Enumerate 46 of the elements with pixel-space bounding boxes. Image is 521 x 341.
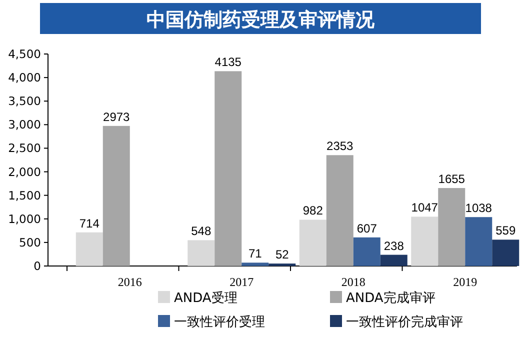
data-label: 548	[191, 224, 212, 238]
bar	[299, 220, 326, 266]
data-label: 1038	[465, 201, 492, 216]
bar	[353, 237, 380, 266]
y-tick-label: 2,500	[8, 141, 41, 156]
data-label: 52	[275, 248, 290, 262]
data-label: 2973	[103, 110, 130, 124]
y-tick-label: 3,000	[8, 118, 41, 132]
data-label: 1047	[411, 200, 438, 215]
y-tick-label: 0	[34, 259, 41, 273]
x-tick-label: 2018	[341, 275, 366, 289]
y-tick-label: 4,000	[8, 70, 41, 85]
chart-title: 中国仿制药受理及审评情况	[146, 9, 376, 31]
y-tick-label: 1,000	[8, 212, 41, 226]
bar	[242, 262, 269, 266]
y-tick-label: 2,000	[8, 164, 41, 179]
legend-label: ANDA完成审评	[346, 290, 436, 306]
y-tick-label: 1,500	[8, 188, 41, 202]
data-label: 1655	[438, 172, 466, 186]
x-tick-label: 2016	[118, 275, 142, 289]
bar	[214, 71, 242, 266]
bar	[326, 155, 354, 266]
y-tick-label: 4,500	[8, 47, 41, 61]
bar	[492, 240, 520, 266]
bar	[76, 232, 103, 266]
bar	[188, 240, 215, 266]
data-label: 238	[384, 238, 404, 253]
data-label: 714	[79, 216, 100, 230]
data-label: 982	[302, 204, 324, 218]
bar	[438, 188, 466, 266]
y-tick-label: 3,500	[8, 94, 41, 108]
data-label: 607	[356, 221, 378, 236]
y-tick-label: 500	[19, 235, 41, 250]
legend-label: ANDA受理	[174, 291, 238, 306]
bar	[102, 126, 130, 266]
legend-label: 一致性评价受理	[174, 315, 265, 330]
bar	[465, 217, 492, 266]
data-label: 71	[248, 246, 262, 261]
data-label: 4135	[214, 55, 242, 70]
data-label: 559	[496, 224, 516, 238]
legend-label: 一致性评价完成审评	[346, 314, 463, 330]
bar	[380, 254, 408, 266]
x-tick-label: 2019	[453, 275, 478, 289]
data-label: 2353	[326, 139, 354, 154]
bar	[411, 216, 438, 266]
x-tick-label: 2017	[230, 275, 254, 289]
